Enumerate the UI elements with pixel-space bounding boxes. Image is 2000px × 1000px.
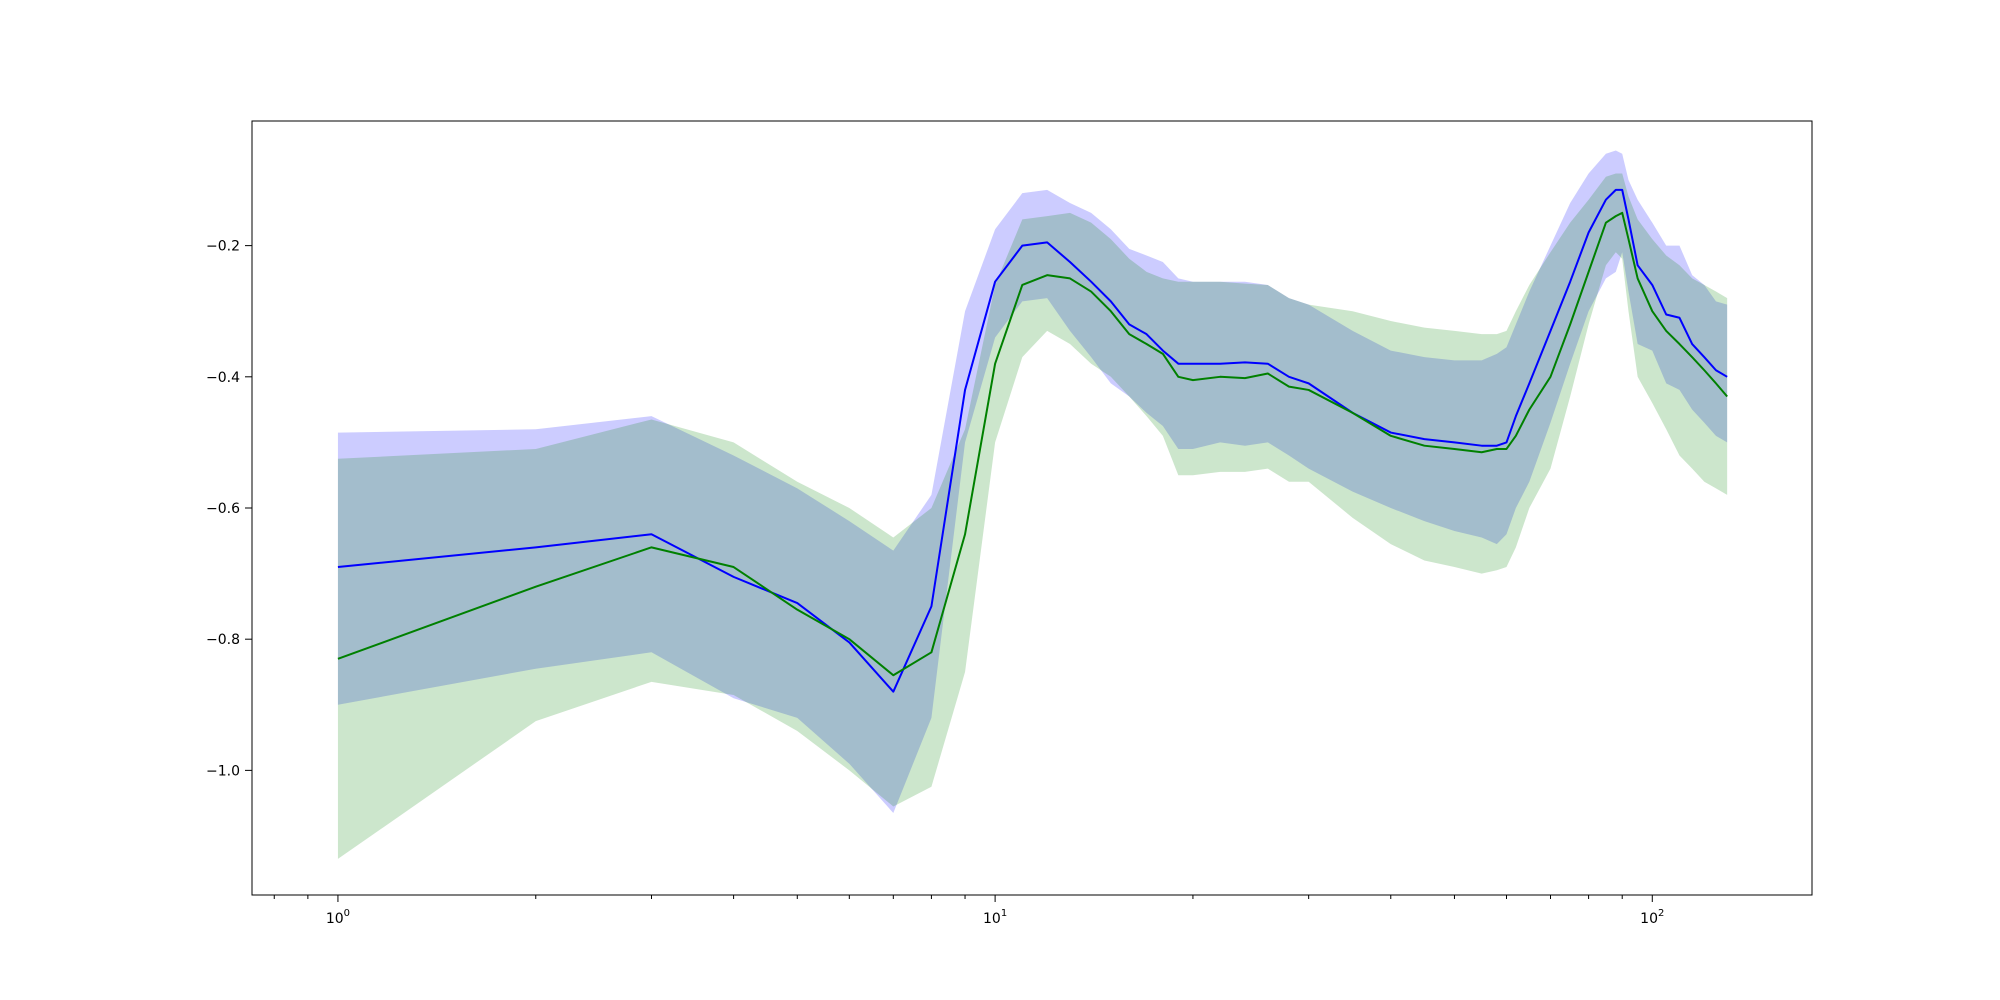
plot-area bbox=[251, 120, 1813, 896]
x-tick-label: 101 bbox=[983, 908, 1007, 927]
x-tick-label-base: 10 bbox=[326, 911, 344, 927]
y-tick-label: −0.4 bbox=[206, 370, 240, 386]
series-lines bbox=[337, 188, 1728, 693]
x-tick-label-base: 10 bbox=[1640, 911, 1658, 927]
x-tick-label: 102 bbox=[1640, 908, 1664, 927]
x-tick-label-exponent: 0 bbox=[344, 908, 350, 919]
x-tick-label-base: 10 bbox=[983, 911, 1001, 927]
series-2-line bbox=[337, 211, 1728, 677]
y-tick-label: −1.0 bbox=[206, 763, 240, 779]
y-tick-label: −0.6 bbox=[206, 501, 240, 517]
confidence-bands bbox=[337, 150, 1728, 859]
series-2-band bbox=[337, 173, 1728, 859]
y-axis: −0.2 −0.4 −0.6 −0.8 −1.0 bbox=[206, 239, 252, 779]
y-tick-label: −0.8 bbox=[206, 632, 240, 648]
x-axis: 100 101 102 bbox=[273, 895, 1664, 927]
x-tick-label-exponent: 1 bbox=[1001, 908, 1007, 919]
x-tick-label: 100 bbox=[326, 908, 350, 927]
series-1-line bbox=[337, 188, 1728, 693]
y-tick-label: −0.2 bbox=[206, 239, 240, 255]
series-1-band bbox=[337, 150, 1728, 814]
plot-background bbox=[252, 121, 1812, 895]
x-tick-label-exponent: 2 bbox=[1658, 908, 1664, 919]
